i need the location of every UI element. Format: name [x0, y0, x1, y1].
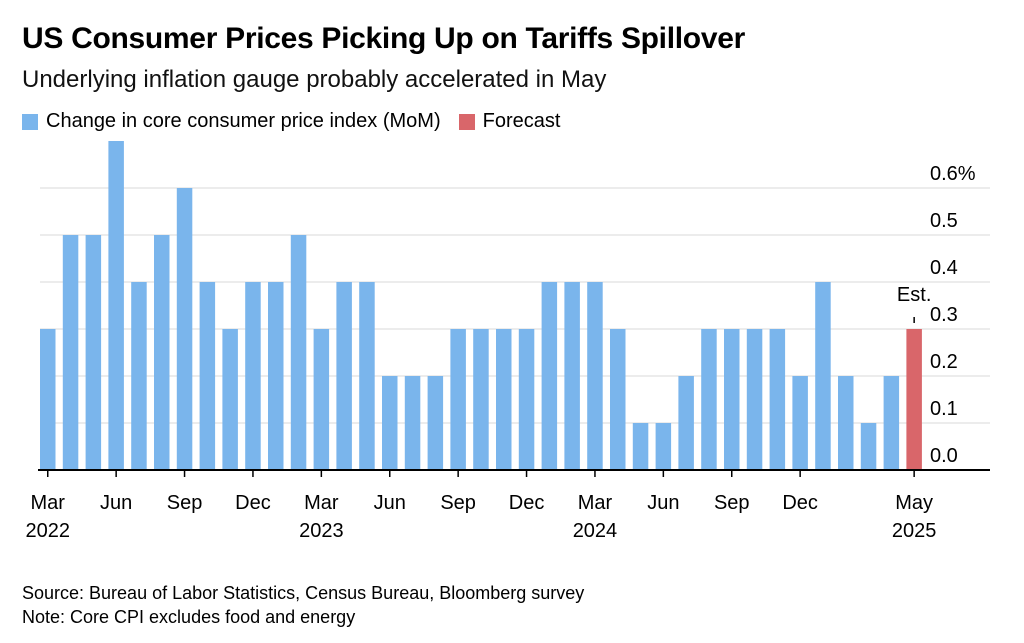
x-tick-label: Mar	[578, 492, 613, 514]
x-tick-label: Mar	[31, 492, 66, 514]
legend-swatch-forecast	[458, 113, 475, 130]
legend-item-actual: Change in core consumer price index (MoM…	[22, 110, 441, 133]
y-tick-label: 0.3	[930, 304, 958, 326]
bar	[359, 282, 375, 470]
bar	[85, 235, 102, 470]
bar	[473, 329, 489, 470]
bar	[496, 329, 512, 470]
x-tick-label: May	[895, 492, 933, 514]
x-tick-year: 2022	[26, 520, 71, 542]
bar	[131, 282, 147, 470]
x-tick-label: Dec	[782, 492, 818, 514]
bar	[724, 329, 740, 470]
chart-subtitle: Underlying inflation gauge probably acce…	[22, 66, 607, 93]
bar	[541, 282, 558, 470]
bar	[199, 282, 216, 470]
bar	[838, 376, 854, 470]
bar	[769, 329, 786, 470]
bar	[268, 282, 284, 470]
chart-title: US Consumer Prices Picking Up on Tariffs…	[22, 22, 745, 55]
bar	[450, 329, 466, 470]
x-tick-label: Dec	[509, 492, 545, 514]
legend-label-forecast: Forecast	[482, 110, 561, 132]
source-note: Source: Bureau of Labor Statistics, Cens…	[22, 583, 585, 603]
y-tick-label: 0.2	[930, 351, 958, 373]
bar	[313, 329, 330, 470]
bar	[564, 282, 580, 470]
bar	[883, 376, 900, 470]
bar	[176, 188, 193, 470]
bar	[860, 423, 877, 470]
bar-forecast	[906, 329, 922, 470]
bar	[404, 376, 421, 470]
annotation-est-label: Est.	[897, 284, 931, 306]
bar	[518, 329, 535, 470]
x-tick-label: Sep	[167, 492, 203, 514]
bar	[336, 282, 352, 470]
bar	[108, 141, 124, 470]
x-tick-label: Sep	[440, 492, 476, 514]
x-tick-year: 2023	[299, 520, 344, 542]
bar	[610, 329, 626, 470]
bar	[701, 329, 717, 470]
bar	[587, 282, 603, 470]
bar	[154, 235, 170, 470]
legend: Change in core consumer price index (MoM…	[22, 110, 578, 133]
bar	[678, 376, 694, 470]
legend-item-forecast: Forecast	[458, 110, 561, 133]
x-tick-label: Jun	[374, 492, 406, 514]
bar	[62, 235, 79, 470]
footnote: Note: Core CPI excludes food and energy	[22, 607, 356, 627]
y-tick-label: 0.1	[930, 398, 958, 420]
bar	[632, 423, 649, 470]
x-tick-label: Sep	[714, 492, 750, 514]
y-tick-label: 0.5	[930, 210, 958, 232]
bar	[40, 329, 56, 470]
bar	[427, 376, 444, 470]
bar	[746, 329, 763, 470]
bar	[792, 376, 808, 470]
y-tick-label: 0.4	[930, 257, 958, 279]
bar	[382, 376, 398, 470]
legend-label-actual: Change in core consumer price index (MoM…	[46, 110, 441, 132]
bar	[655, 423, 672, 470]
bar	[245, 282, 261, 470]
bar	[222, 329, 238, 470]
x-tick-label: Jun	[100, 492, 132, 514]
x-tick-year: 2025	[892, 520, 937, 542]
legend-swatch-actual	[22, 113, 38, 130]
y-tick-label: 0.0	[930, 445, 958, 467]
bar	[290, 235, 307, 470]
bar	[815, 282, 831, 470]
x-tick-label: Jun	[647, 492, 679, 514]
y-tick-label: 0.6%	[930, 163, 976, 185]
x-tick-label: Mar	[304, 492, 339, 514]
x-tick-label: Dec	[235, 492, 271, 514]
x-tick-year: 2024	[573, 520, 618, 542]
